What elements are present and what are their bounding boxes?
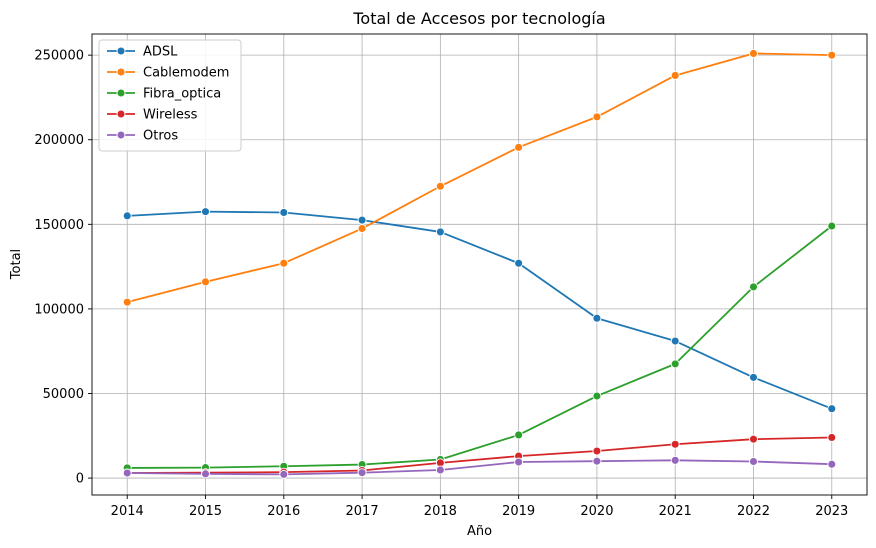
x-axis-label: Año [467,524,492,539]
series-line-wireless [127,436,832,474]
point-wireless-2022 [749,434,758,444]
y-tick-label-250000: 250000 [34,49,84,64]
point-fibra-optica-2023 [827,221,837,231]
x-tick-label-2020: 2020 [580,504,613,519]
y-tick-label-0: 0 [76,472,84,487]
point-otros-2023 [827,459,837,469]
point-adsl-2015 [201,207,210,217]
point-otros-2019 [514,457,524,467]
series-wireless [122,433,837,478]
legend-marker-adsl [116,46,126,56]
point-fibra-optica-2022 [749,282,758,292]
point-wireless-2020 [592,446,602,456]
x-tick-label-2018: 2018 [424,504,457,519]
point-adsl-2014 [122,211,132,221]
legend-box [98,39,242,152]
axes [91,33,868,496]
x-tick-label-2021: 2021 [659,504,692,519]
series-line-adsl [127,210,833,410]
point-cablemodem-2021 [670,70,680,80]
series-otros [122,455,837,479]
legend: ADSL Cablemodem Fibra_optica Wireless Otros [98,39,242,152]
legend-label-otros: Otros [143,129,178,144]
x-tick-label-2016: 2016 [267,504,300,519]
legend-entry-wireless: Wireless [107,108,198,123]
point-wireless-2023 [827,433,837,442]
series-line-cablemodem [127,52,832,304]
point-fibra-optica-2021 [670,359,680,369]
x-tick-label-2022: 2022 [737,504,770,519]
legend-entry-otros: Otros [107,129,178,144]
series-cablemodem [122,49,837,307]
series-line-otros [127,459,832,476]
point-wireless-2021 [670,439,680,449]
point-cablemodem-2022 [749,49,758,58]
series-line-fibra-optica [127,225,833,469]
point-fibra-optica-2019 [514,430,524,440]
point-adsl-2016 [279,208,289,217]
point-adsl-2021 [670,336,680,346]
point-adsl-2022 [749,372,758,382]
x-tick-label-2017: 2017 [346,504,379,519]
point-adsl-2017 [357,215,367,225]
y-tick-label-200000: 200000 [34,133,84,148]
legend-label-fibra-optica: Fibra_optica [143,87,221,102]
series-layer [122,49,837,479]
x-tick-label-2023: 2023 [815,504,848,519]
point-otros-2022 [749,457,758,466]
legend-label-adsl: ADSL [143,45,178,60]
point-cablemodem-2015 [201,277,210,287]
point-otros-2021 [670,455,680,465]
ticks: 2014 2015 2016 2017 2018 2019 2020 2021 2022 2023… [34,49,848,519]
point-otros-2014 [122,468,132,478]
chart-title: Total de Accesos por tecnología [352,9,605,28]
legend-marker-cablemodem [116,67,126,77]
series-adsl [122,207,837,414]
x-tick-label-2019: 2019 [502,504,535,519]
y-axis-label: Total [9,249,24,280]
point-adsl-2020 [592,313,602,323]
point-cablemodem-2023 [827,50,837,60]
legend-marker-wireless [116,109,126,119]
axes-frame [91,33,868,496]
point-otros-2020 [592,456,602,466]
legend-label-cablemodem: Cablemodem [143,66,229,81]
point-cablemodem-2018 [435,181,445,191]
point-cablemodem-2014 [122,297,132,307]
point-cablemodem-2019 [514,142,524,152]
point-adsl-2018 [435,227,445,237]
legend-entry-cablemodem: Cablemodem [107,66,229,81]
point-cablemodem-2017 [357,224,367,234]
legend-label-wireless: Wireless [143,108,198,123]
point-fibra-optica-2020 [592,391,602,401]
point-otros-2015 [201,469,210,479]
point-otros-2017 [357,468,367,478]
legend-marker-fibra-optica [116,88,126,98]
series-fibra-optica [122,221,837,473]
legend-marker-otros [116,130,126,140]
point-adsl-2023 [827,404,837,414]
point-cablemodem-2020 [592,112,602,122]
point-otros-2016 [279,469,289,479]
legend-entry-fibra-optica: Fibra_optica [107,87,221,102]
legend-entry-adsl: ADSL [107,45,178,60]
point-adsl-2019 [514,258,524,268]
y-tick-label-50000: 50000 [43,387,84,402]
x-tick-label-2015: 2015 [189,504,222,519]
point-otros-2018 [435,465,445,475]
y-tick-label-150000: 150000 [34,218,84,233]
x-tick-label-2014: 2014 [111,504,144,519]
y-tick-label-100000: 100000 [34,302,84,317]
point-cablemodem-2016 [279,258,289,268]
